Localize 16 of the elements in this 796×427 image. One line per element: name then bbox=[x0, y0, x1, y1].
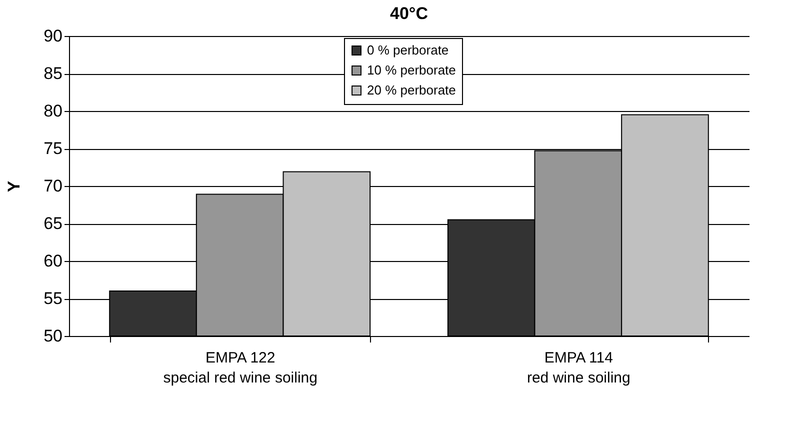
y-tick-label: 80 bbox=[44, 102, 62, 120]
y-tick-label: 65 bbox=[44, 214, 62, 233]
y-tick-label: 55 bbox=[44, 289, 62, 308]
y-axis-title: Y bbox=[4, 180, 24, 192]
y-tick-label: 70 bbox=[44, 176, 62, 196]
y-tick-label: 90 bbox=[44, 26, 62, 46]
y-tick-label: 85 bbox=[44, 64, 62, 83]
chart-title: 40°C bbox=[390, 4, 428, 23]
legend-label: 0 % perborate bbox=[367, 42, 449, 58]
y-tick-label: 60 bbox=[44, 252, 62, 270]
x-tick-label: EMPA 114 red wine soiling bbox=[526, 350, 630, 386]
y-tick-label: 75 bbox=[44, 139, 62, 158]
legend-label: 10 % perborate bbox=[367, 62, 456, 78]
y-tick-label: 50 bbox=[44, 326, 62, 346]
legend-label: 20 % perborate bbox=[367, 82, 456, 98]
x-tick-label: EMPA 122 special red wine soiling bbox=[163, 350, 318, 386]
